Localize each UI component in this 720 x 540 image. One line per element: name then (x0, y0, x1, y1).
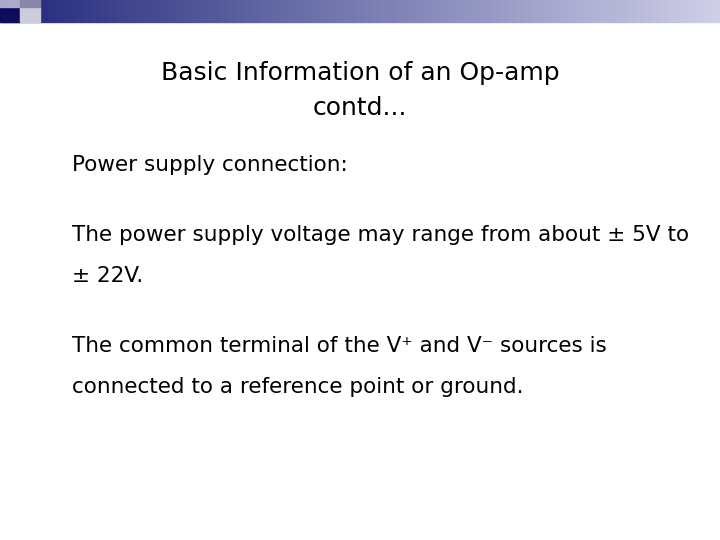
Bar (363, 0, 372, 22)
Bar (541, 0, 550, 22)
Bar (465, 0, 474, 22)
Bar (635, 0, 644, 22)
Bar (0, 0, 20, 6)
Bar (329, 0, 338, 22)
Bar (678, 0, 686, 22)
Text: contd...: contd... (312, 96, 408, 120)
Bar (134, 0, 143, 22)
Bar (125, 0, 134, 22)
Bar (711, 0, 720, 22)
Bar (193, 0, 202, 22)
Bar (525, 0, 533, 22)
Bar (320, 0, 329, 22)
Bar (499, 0, 508, 22)
Text: ± 22V.: ± 22V. (72, 266, 143, 287)
Bar (644, 0, 652, 22)
Bar (380, 0, 389, 22)
Bar (74, 0, 83, 22)
Bar (423, 0, 431, 22)
Bar (168, 0, 176, 22)
Bar (278, 0, 287, 22)
Bar (397, 0, 405, 22)
Bar (508, 0, 516, 22)
Text: Power supply connection:: Power supply connection: (72, 154, 348, 175)
Bar (312, 0, 320, 22)
Bar (176, 0, 185, 22)
Text: Basic Information of an Op-amp: Basic Information of an Op-amp (161, 61, 559, 85)
Bar (270, 0, 278, 22)
Bar (482, 0, 490, 22)
Bar (0, 0, 40, 22)
Bar (686, 0, 695, 22)
Bar (244, 0, 253, 22)
Bar (355, 0, 363, 22)
Bar (431, 0, 440, 22)
Bar (626, 0, 635, 22)
Bar (228, 0, 235, 22)
Text: connected to a reference point or ground.: connected to a reference point or ground… (72, 377, 523, 397)
Bar (584, 0, 593, 22)
Bar (49, 0, 58, 22)
Bar (559, 0, 567, 22)
Text: The common terminal of the V⁺ and V⁻ sources is: The common terminal of the V⁺ and V⁻ sou… (72, 335, 607, 356)
Bar (338, 0, 346, 22)
Bar (346, 0, 355, 22)
Bar (440, 0, 448, 22)
Bar (618, 0, 626, 22)
Bar (533, 0, 541, 22)
Bar (40, 0, 49, 22)
Bar (516, 0, 525, 22)
Bar (219, 0, 228, 22)
Bar (490, 0, 499, 22)
Bar (261, 0, 270, 22)
Bar (20, 0, 40, 6)
Bar (474, 0, 482, 22)
Bar (0, 6, 20, 22)
Bar (108, 0, 117, 22)
Bar (185, 0, 193, 22)
Bar (372, 0, 380, 22)
Bar (100, 0, 108, 22)
Bar (83, 0, 91, 22)
Bar (91, 0, 100, 22)
Bar (159, 0, 168, 22)
Bar (660, 0, 669, 22)
Bar (235, 0, 244, 22)
Bar (669, 0, 678, 22)
Bar (448, 0, 456, 22)
Bar (575, 0, 584, 22)
Bar (601, 0, 610, 22)
Bar (550, 0, 559, 22)
Bar (652, 0, 660, 22)
Bar (143, 0, 150, 22)
Bar (414, 0, 423, 22)
Bar (695, 0, 703, 22)
Bar (593, 0, 601, 22)
Bar (150, 0, 159, 22)
Bar (610, 0, 618, 22)
Text: The power supply voltage may range from about ± 5V to: The power supply voltage may range from … (72, 225, 689, 245)
Bar (287, 0, 295, 22)
Bar (456, 0, 465, 22)
Bar (405, 0, 414, 22)
Bar (117, 0, 125, 22)
Bar (210, 0, 219, 22)
Bar (389, 0, 397, 22)
Bar (295, 0, 304, 22)
Bar (20, 6, 40, 22)
Bar (66, 0, 74, 22)
Bar (703, 0, 711, 22)
Bar (304, 0, 312, 22)
Bar (567, 0, 575, 22)
Bar (202, 0, 210, 22)
Bar (253, 0, 261, 22)
Bar (58, 0, 66, 22)
